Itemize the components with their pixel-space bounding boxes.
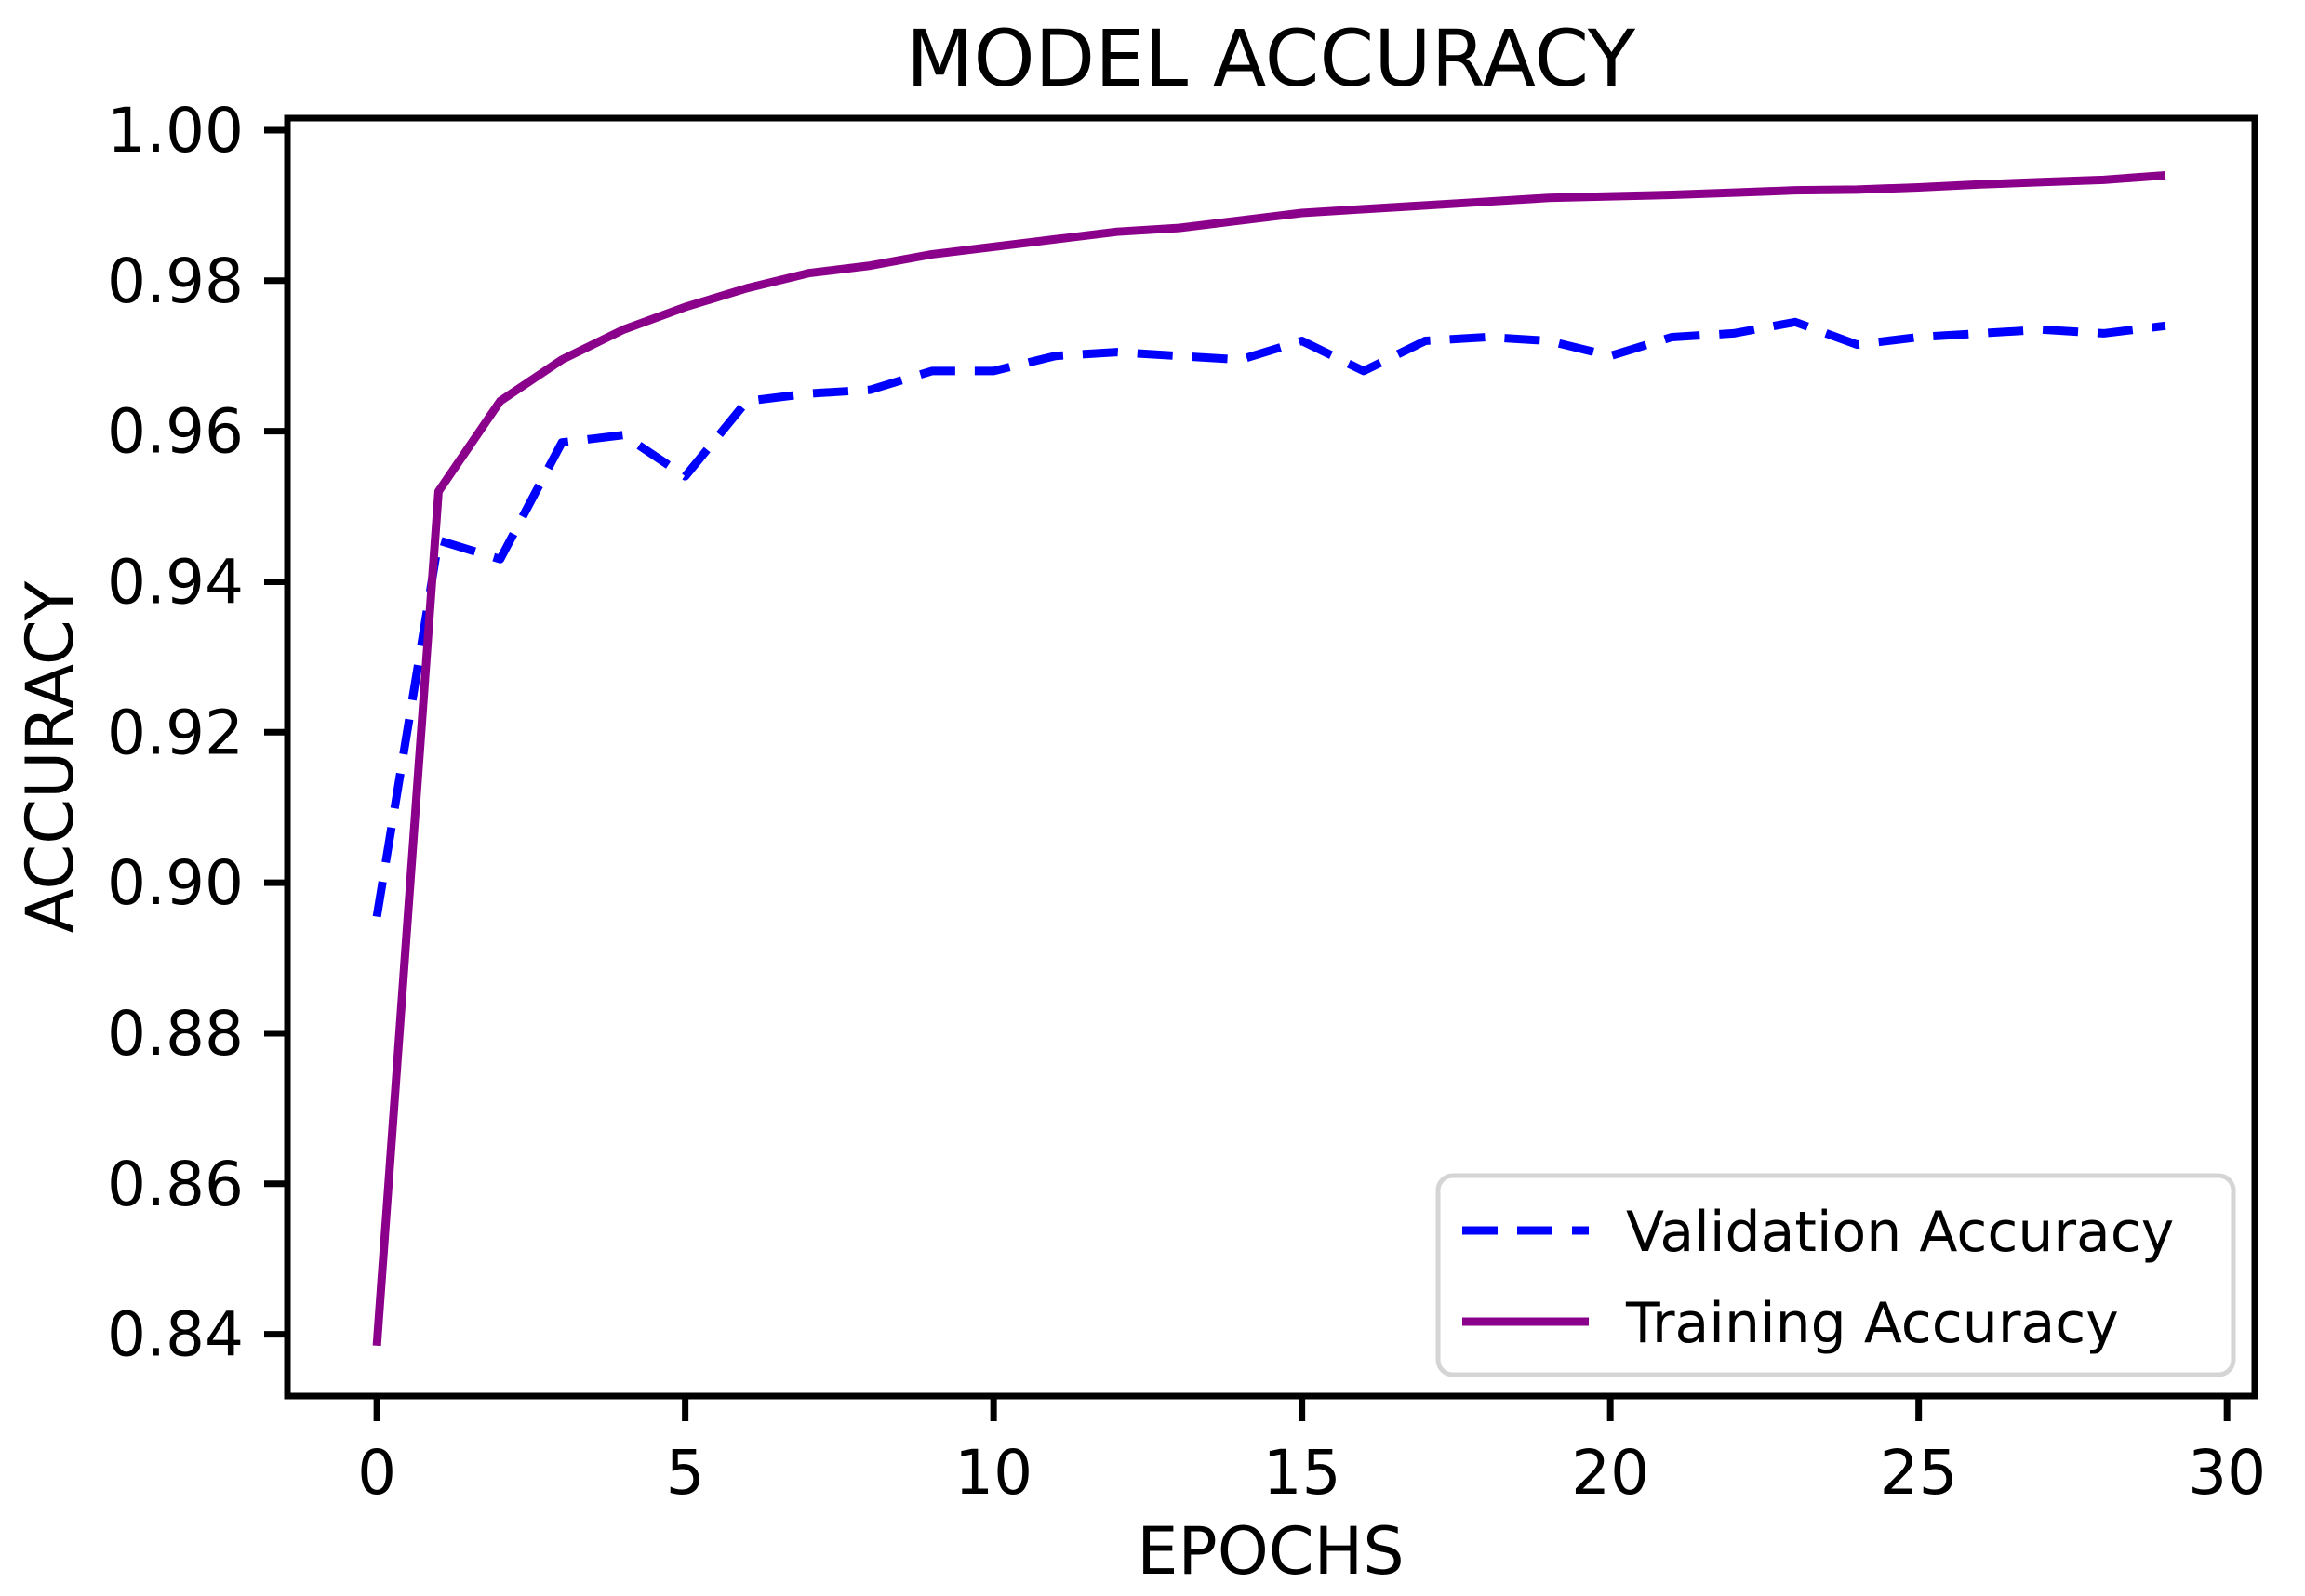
x-tick-label: 15 [1263,1437,1341,1509]
y-tick-label: 1.00 [107,95,244,166]
y-tick-label: 0.84 [107,1299,244,1371]
y-tick-label: 0.96 [107,396,244,468]
x-tick-label: 20 [1571,1437,1649,1509]
y-tick-label: 0.92 [107,697,244,768]
y-tick-label: 0.86 [107,1149,244,1220]
y-tick-label: 0.88 [107,998,244,1070]
y-tick-label: 0.94 [107,546,244,618]
plot-series [372,171,2166,1347]
legend: Validation Accuracy Training Accuracy [1435,1173,2236,1377]
y-tick-label: 0.90 [107,847,244,919]
legend-item-training: Training Accuracy [1462,1291,2119,1356]
validation-legend-label: Validation Accuracy [1626,1200,2174,1265]
x-axis-ticks: 0 5 10 15 20 25 30 [357,1396,2266,1509]
training-legend-label: Training Accuracy [1625,1291,2119,1356]
training-accuracy-line [372,171,2166,1347]
x-tick-label: 25 [1880,1437,1958,1509]
y-tick-label: 0.98 [107,246,244,317]
validation-accuracy-line [372,317,2166,918]
x-axis-label: EPOCHS [1137,1513,1405,1589]
legend-item-validation: Validation Accuracy [1462,1200,2174,1265]
plot-area-border [284,114,2258,1400]
x-tick-label: 30 [2188,1437,2266,1509]
chart-title: MODEL ACCURACY [906,13,1636,104]
x-tick-label: 5 [666,1437,705,1509]
y-axis-ticks: 0.84 0.86 0.88 0.90 0.92 0.94 0.96 0.98 1.00 [107,95,287,1371]
legend-box [1435,1173,2236,1377]
x-tick-label: 10 [954,1437,1033,1509]
x-tick-label: 0 [357,1437,396,1509]
y-axis-label: ACCURACY [12,581,88,934]
